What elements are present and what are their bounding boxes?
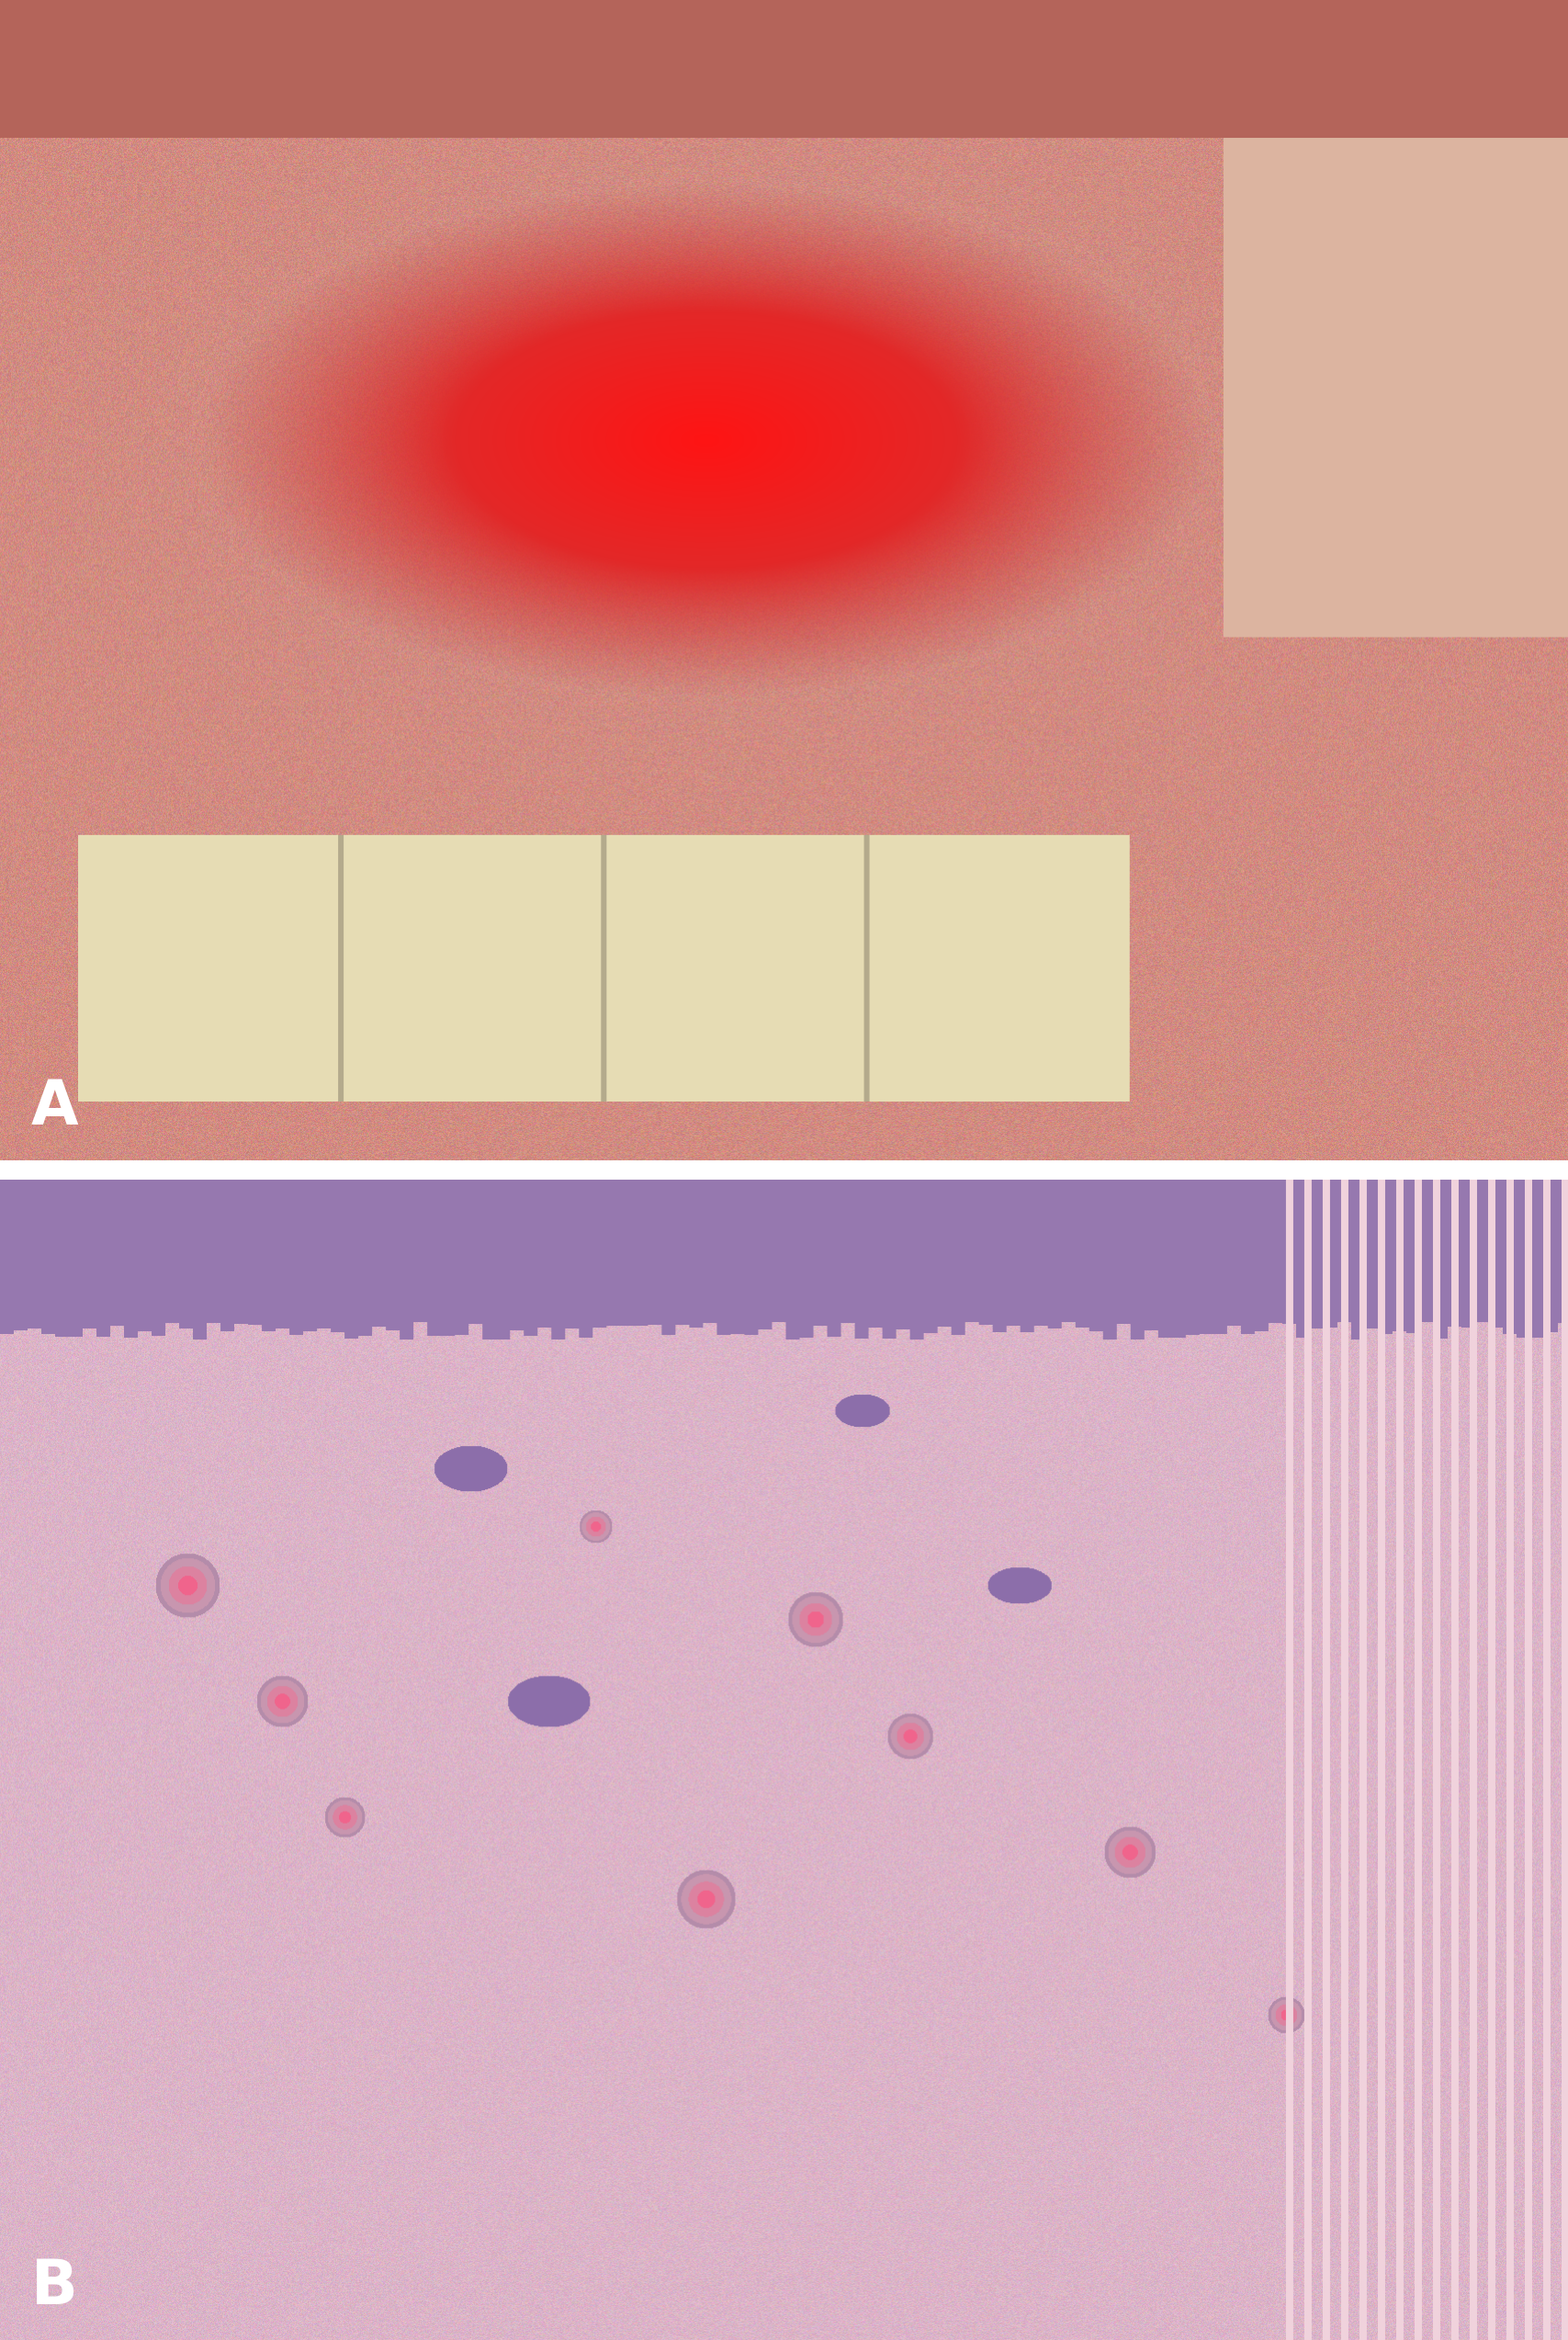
Text: A: A bbox=[31, 1076, 78, 1137]
Text: B: B bbox=[31, 2256, 78, 2317]
